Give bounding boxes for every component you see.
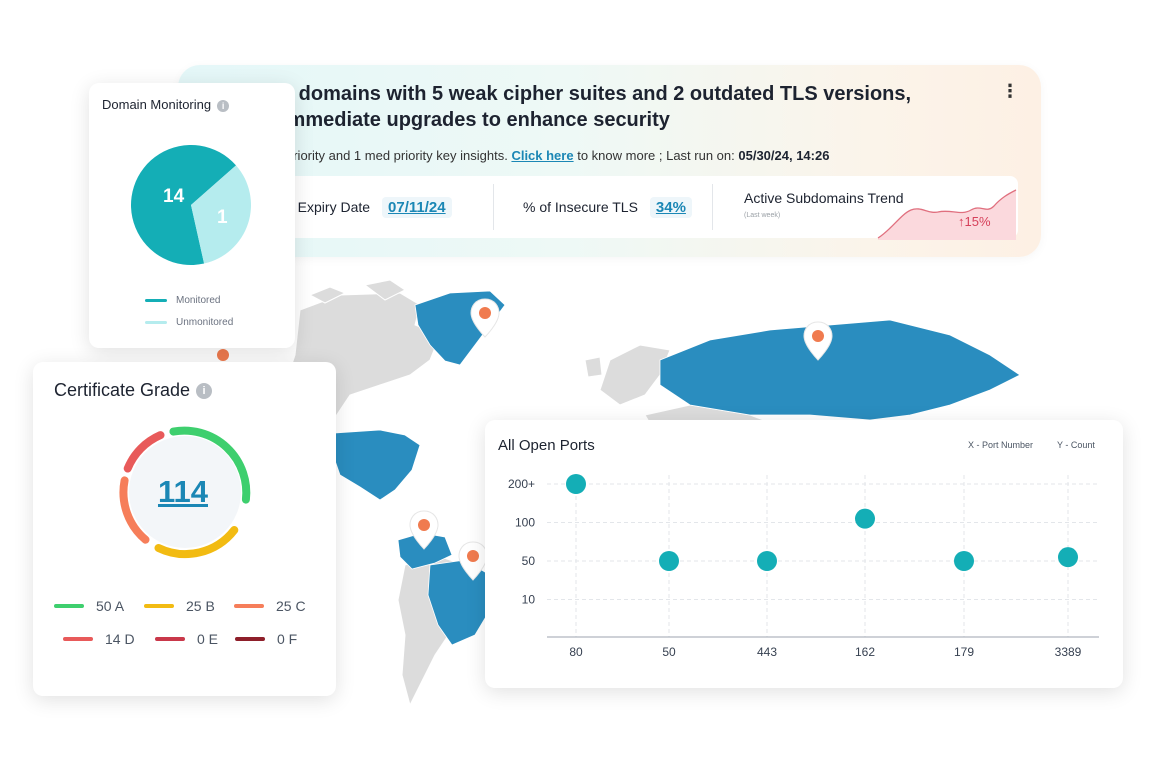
legend-label: Monitored	[176, 295, 221, 306]
certificate-grade-card: Certificate Grade i 114 50 A 25 B 25 C 14…	[33, 362, 336, 696]
scatter-point[interactable]	[1058, 547, 1078, 568]
donut-segment-d[interactable]	[123, 431, 165, 473]
domain-monitoring-card: Domain Monitoring i 14 1 Monitored Unmoni…	[89, 83, 295, 348]
map-pins	[217, 298, 833, 581]
map-pin-icon[interactable]	[803, 321, 833, 361]
legend-swatch	[63, 637, 93, 641]
donut-segment-c[interactable]	[119, 476, 150, 544]
grade-label: 0 F	[277, 631, 298, 647]
pie-label-monitored: 14	[163, 186, 185, 207]
trend-percent: ↑15%	[958, 214, 991, 229]
insecure-tls-label: % of Insecure TLS	[523, 199, 638, 215]
y-tick-label: 50	[522, 554, 536, 568]
insight-summary-text: priority and 1 med priority key insights…	[286, 148, 508, 163]
x-tick-label: 162	[855, 645, 875, 659]
legend-swatch	[144, 604, 174, 608]
scatter-point[interactable]	[659, 551, 679, 571]
map-pin-icon[interactable]	[217, 349, 229, 361]
y-tick-label: 10	[522, 593, 536, 607]
scatter-point[interactable]	[954, 551, 974, 571]
pie-slice-monitored[interactable]	[131, 145, 237, 265]
x-tick-label: 80	[569, 645, 583, 659]
legend-swatch	[235, 637, 265, 641]
grade-legend-e[interactable]: 0 E	[155, 631, 218, 647]
grade-legend-c[interactable]: 25 C	[234, 598, 306, 614]
metrics-strip: e Expiry Date 07/11/24 % of Insecure TLS…	[280, 176, 1018, 240]
click-here-link[interactable]: Click here	[511, 148, 574, 163]
legend-swatch	[145, 321, 167, 324]
legend-swatch	[54, 604, 84, 608]
domain-monitoring-title: Domain Monitoring i	[102, 97, 230, 112]
kebab-menu-icon[interactable]: ⋮	[1001, 81, 1019, 101]
domain-pie-chart: 14 1	[131, 145, 252, 265]
certificate-grade-title: Certificate Grade i	[54, 380, 213, 401]
y-axis-note: Y - Count	[1057, 440, 1095, 450]
info-icon[interactable]: i	[196, 383, 213, 400]
trend-percent-value: 15%	[964, 214, 991, 229]
insight-subline: priority and 1 med priority key insights…	[286, 148, 829, 163]
legend-swatch	[145, 299, 167, 302]
map-pin-icon[interactable]	[470, 298, 500, 338]
certificate-grade-title-text: Certificate Grade	[54, 380, 191, 400]
open-ports-card: 200+ 100 50 10 80 50 443 162 179 3389 All Open Po…	[485, 420, 1123, 688]
scatter-point[interactable]	[757, 551, 777, 571]
grade-label: 0 E	[197, 631, 219, 647]
expiry-value-link[interactable]: 07/11/24	[382, 196, 452, 218]
grade-label: 25 C	[276, 598, 306, 614]
grade-donut	[119, 426, 251, 559]
x-tick-label: 50	[662, 645, 676, 659]
domain-monitoring-title-text: Domain Monitoring	[102, 97, 212, 112]
x-tick-label: 443	[757, 645, 777, 659]
donut-segment-b[interactable]	[154, 526, 239, 559]
expiry-label: e Expiry Date	[286, 199, 371, 215]
x-tick-label: 179	[954, 645, 974, 659]
usa-region	[332, 429, 421, 501]
insecure-tls-value-link[interactable]: 34%	[649, 196, 692, 218]
grade-label: 50 A	[96, 598, 125, 614]
divider	[493, 184, 494, 230]
scatter-point[interactable]	[566, 474, 586, 494]
grade-label: 14 D	[105, 631, 135, 647]
open-ports-chart: 200+ 100 50 10 80 50 443 162 179 3389	[508, 474, 1099, 659]
pie-slice-unmonitored[interactable]	[191, 165, 252, 264]
map-pin-icon[interactable]	[409, 510, 439, 550]
russia-region	[659, 319, 1021, 421]
donut-segment-a[interactable]	[169, 426, 251, 504]
certificate-total-link[interactable]: 114	[157, 474, 208, 509]
trend-title: Active Subdomains Trend	[744, 190, 904, 206]
last-run-time: 05/30/24, 14:26	[738, 148, 830, 163]
trend-subtitle: (Last week)	[744, 212, 781, 219]
legend-label: Unmonitored	[176, 317, 234, 328]
grade-legend-d[interactable]: 14 D	[63, 631, 135, 647]
grade-legend-f[interactable]: 0 F	[235, 631, 297, 647]
legend-swatch	[155, 637, 185, 641]
x-axis-note: X - Port Number	[968, 440, 1034, 450]
grade-legend-b[interactable]: 25 B	[144, 598, 215, 614]
info-icon[interactable]: i	[217, 99, 230, 112]
donut-center	[129, 436, 241, 548]
insight-banner: 3 domains with 5 weak cipher suites and …	[178, 65, 1041, 257]
trend-sparkline	[877, 189, 1017, 240]
insight-headline: 3 domains with 5 weak cipher suites and …	[282, 83, 912, 131]
divider	[712, 184, 713, 230]
grade-label: 25 B	[186, 598, 215, 614]
y-tick-label: 200+	[508, 477, 535, 491]
grade-legend-a[interactable]: 50 A	[54, 598, 124, 614]
europe-shape	[599, 344, 671, 406]
legend-swatch	[234, 604, 264, 608]
x-tick-label: 3389	[1055, 645, 1082, 659]
insight-more-text: to know more ; Last run on:	[577, 148, 735, 163]
pie-label-unmonitored: 1	[217, 207, 228, 228]
legend-unmonitored[interactable]: Unmonitored	[145, 317, 233, 328]
y-tick-label: 100	[515, 516, 535, 530]
expiry-metric: e Expiry Date 07/11/24	[286, 176, 452, 238]
scatter-point[interactable]	[855, 508, 875, 529]
legend-monitored[interactable]: Monitored	[145, 295, 220, 306]
arrow-up-icon: ↑	[958, 214, 965, 229]
insecure-tls-metric: % of Insecure TLS 34%	[523, 176, 692, 238]
open-ports-title: All Open Ports	[498, 437, 595, 454]
